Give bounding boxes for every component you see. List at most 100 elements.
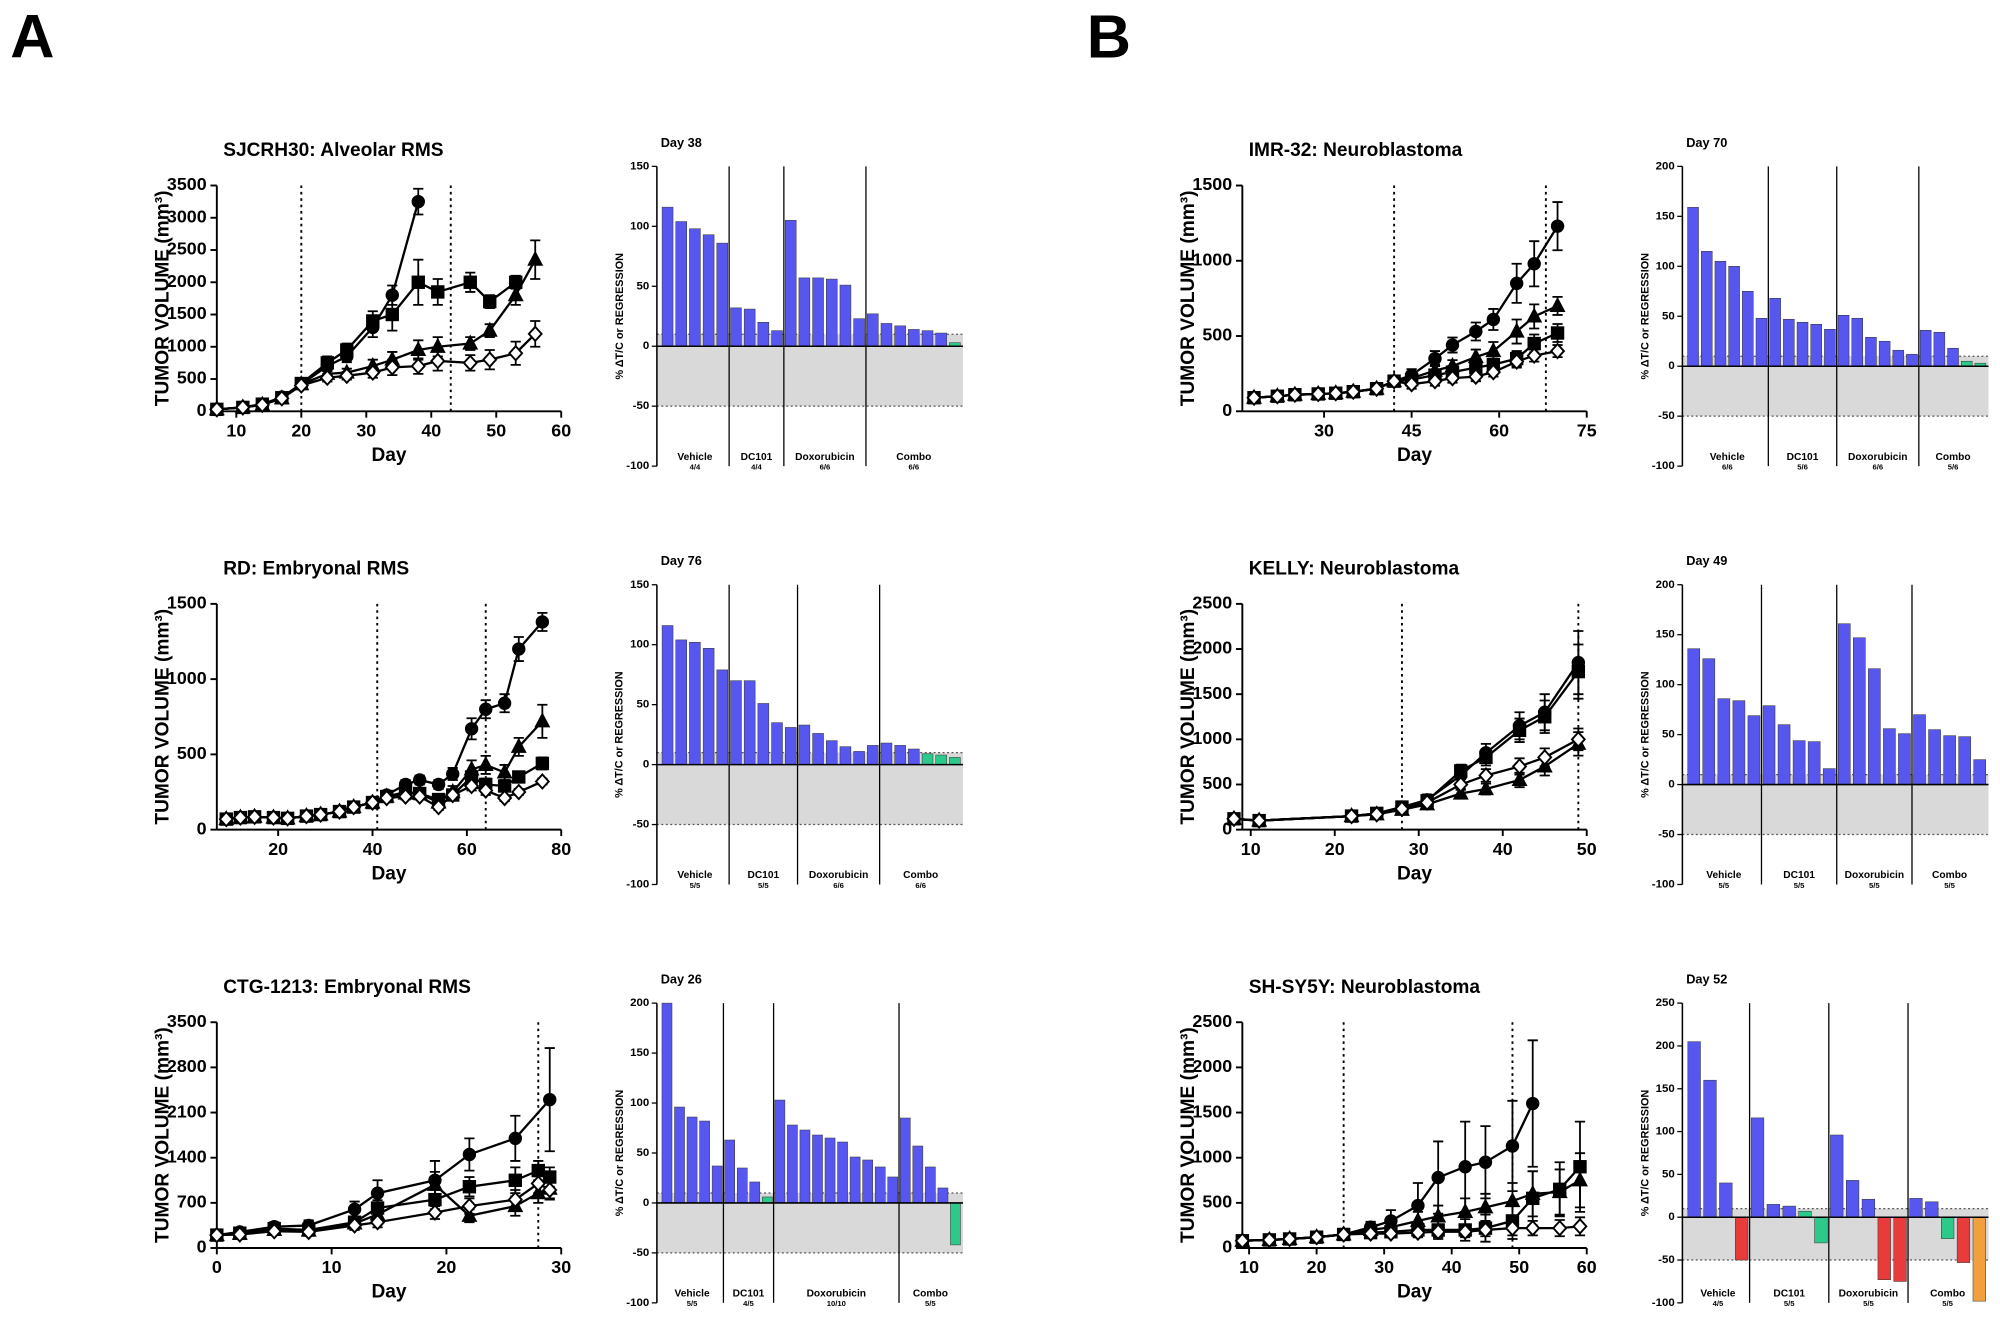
marker xyxy=(1454,764,1468,778)
bar xyxy=(826,278,838,347)
x-tick-label: 80 xyxy=(551,839,571,859)
marker xyxy=(512,770,526,784)
marker xyxy=(412,788,428,805)
bar xyxy=(1893,1216,1907,1282)
marker xyxy=(1281,1230,1298,1248)
bar xyxy=(925,1166,936,1204)
marker xyxy=(1478,767,1494,784)
bar xyxy=(1701,251,1713,367)
y-tick-label: -50 xyxy=(633,400,650,412)
marker xyxy=(477,755,494,771)
bar xyxy=(812,277,824,347)
x-tick-label: 20 xyxy=(1325,839,1345,859)
bar xyxy=(824,1137,836,1204)
x-tick-label: 20 xyxy=(436,1257,456,1277)
bar xyxy=(1909,1198,1923,1218)
marker xyxy=(265,809,282,827)
bar xyxy=(799,1129,811,1204)
marker xyxy=(1468,368,1484,386)
y-tick-label: 1000 xyxy=(1192,728,1232,748)
bar xyxy=(699,1120,710,1204)
x-tick-label: 60 xyxy=(1489,420,1509,440)
y-axis-label: TUMOR VOLUME (mm³) xyxy=(1178,191,1199,407)
bar xyxy=(1822,768,1836,785)
marker xyxy=(1310,385,1326,403)
group-label: Doxorubicin xyxy=(795,452,854,463)
marker xyxy=(508,344,524,362)
x-axis-label: Day xyxy=(371,863,406,884)
group-count: 4/5 xyxy=(1713,1299,1724,1308)
bar xyxy=(1925,1201,1939,1218)
y-tick-label: 150 xyxy=(1656,210,1675,222)
bar xyxy=(1878,340,1891,367)
bar xyxy=(1796,321,1809,367)
x-axis-label: Day xyxy=(1397,445,1432,466)
bar xyxy=(1814,1216,1828,1244)
y-tick-label: 150 xyxy=(630,1047,649,1059)
marker xyxy=(1570,730,1586,748)
marker xyxy=(1551,1182,1568,1199)
marker xyxy=(1550,326,1565,340)
y-tick-label: 250 xyxy=(1656,997,1675,1009)
marker xyxy=(312,806,329,824)
chart-title: RD: Embryonal RMS xyxy=(223,558,409,579)
marker xyxy=(543,1092,557,1107)
marker xyxy=(1527,257,1541,271)
marker xyxy=(266,1222,282,1240)
bar xyxy=(1933,331,1946,367)
marker xyxy=(1345,383,1361,401)
y-axis-label: TUMOR VOLUME (mm³) xyxy=(152,191,173,407)
x-tick-label: 50 xyxy=(486,420,506,440)
bar xyxy=(724,1139,735,1204)
bar xyxy=(762,1196,773,1204)
bar xyxy=(1792,740,1806,785)
group-label: Vehicle xyxy=(1700,1289,1735,1300)
y-tick-label: 50 xyxy=(636,699,649,711)
marker xyxy=(1550,219,1565,233)
marker xyxy=(1458,1160,1472,1174)
group-count: 5/5 xyxy=(1863,1299,1874,1308)
y-tick-label: 100 xyxy=(630,220,649,232)
group-count: 5/5 xyxy=(1794,881,1805,890)
marker xyxy=(319,369,335,387)
marker xyxy=(1445,338,1460,352)
bar xyxy=(1913,714,1926,785)
bar xyxy=(675,639,687,765)
group-label: DC101 xyxy=(1783,870,1815,881)
marker xyxy=(462,334,479,350)
marker xyxy=(462,1180,477,1194)
bar xyxy=(1830,1134,1844,1218)
bar xyxy=(1732,700,1746,785)
chart-title: Day 38 xyxy=(661,135,702,150)
marker xyxy=(246,808,263,826)
group-label: DC101 xyxy=(1773,1289,1805,1300)
marker xyxy=(507,1191,523,1209)
marker xyxy=(209,400,225,418)
bar xyxy=(1837,623,1851,785)
series-line xyxy=(216,1098,551,1237)
bar xyxy=(1906,353,1918,367)
bar xyxy=(839,284,852,347)
marker xyxy=(1478,1155,1493,1169)
x-tick-label: 30 xyxy=(356,420,376,440)
marker xyxy=(430,352,446,370)
marker xyxy=(512,642,526,656)
y-tick-label: 2000 xyxy=(1192,638,1232,658)
marker xyxy=(1512,723,1527,738)
marker xyxy=(497,696,512,710)
y-tick-label: 3000 xyxy=(167,206,207,226)
marker xyxy=(1526,1096,1540,1111)
marker xyxy=(410,357,426,375)
y-tick-label: -50 xyxy=(1658,829,1675,841)
group-count: 5/5 xyxy=(1784,1299,1795,1308)
y-tick-label: 500 xyxy=(1202,773,1232,793)
y-tick-label: 1000 xyxy=(1192,249,1232,269)
group-count: 6/6 xyxy=(833,881,844,890)
bar xyxy=(757,321,770,347)
marker xyxy=(1430,1207,1447,1223)
marker xyxy=(1537,748,1553,766)
bar xyxy=(1868,668,1881,785)
bar xyxy=(849,1156,861,1204)
